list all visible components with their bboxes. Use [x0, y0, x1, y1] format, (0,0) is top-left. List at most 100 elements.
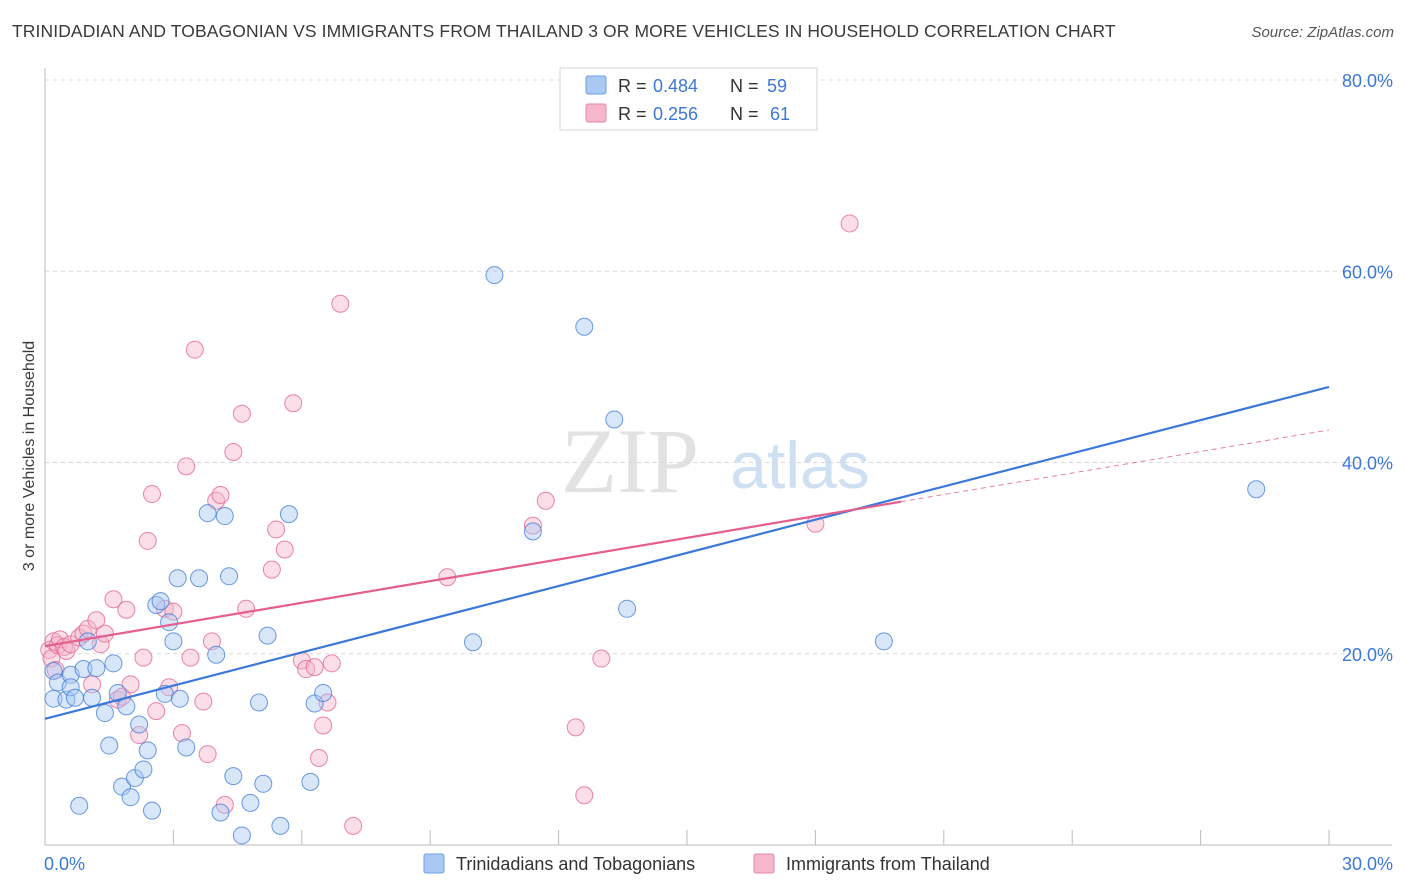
trend-line-blue [44, 385, 1330, 720]
data-point [104, 590, 123, 609]
data-point [237, 599, 256, 618]
data-point [605, 410, 624, 429]
data-point [275, 540, 294, 559]
stats-legend: R = 0.484 N = 59 R = 0.256 N = 61 [559, 67, 818, 131]
data-point [305, 658, 324, 677]
data-point [523, 516, 542, 535]
data-point [198, 504, 217, 523]
stats-legend-pink-n-label: N = [730, 104, 759, 124]
stats-legend-blue-r-label: R = [618, 76, 647, 96]
data-point [164, 632, 183, 651]
data-point [108, 683, 127, 702]
watermark: ZIP atlas [561, 410, 870, 512]
data-point [232, 404, 251, 423]
bottom-legend-blue-label: Trinidadians and Tobagonians [456, 854, 695, 874]
data-point [78, 632, 97, 651]
data-point [83, 688, 102, 707]
data-point [211, 486, 230, 505]
data-point [65, 688, 84, 707]
data-point [575, 317, 594, 336]
data-point [258, 626, 277, 645]
trend-extension-pink [900, 429, 1330, 503]
data-point [147, 702, 166, 721]
data-point [95, 624, 114, 643]
x-ticks [44, 830, 1330, 845]
data-point [121, 675, 140, 694]
x-tick-labels: 0.0% 30.0% [44, 854, 1393, 874]
data-point [70, 796, 89, 815]
stats-legend-pink-swatch [585, 103, 607, 123]
data-point [168, 569, 187, 588]
bottom-legend-pink-label: Immigrants from Thailand [786, 854, 990, 874]
data-point [185, 340, 204, 359]
chart-source: Source: ZipAtlas.com [1251, 24, 1394, 41]
data-point [566, 718, 585, 737]
data-point [61, 678, 80, 697]
data-point [44, 661, 63, 680]
data-point [138, 531, 157, 550]
y-axis-label: 3 or more Vehicles in Household [21, 341, 38, 571]
data-point [318, 693, 337, 712]
data-point [344, 816, 363, 835]
data-point [284, 394, 303, 413]
data-point [314, 716, 333, 735]
data-point [331, 294, 350, 313]
data-point [279, 505, 298, 524]
stats-legend-blue-r-value: 0.484 [653, 76, 698, 96]
data-point [121, 788, 140, 807]
data-point [151, 592, 170, 611]
data-point [104, 654, 123, 673]
data-point [143, 801, 161, 820]
series-trinidadians-and-tobagonians [44, 266, 1266, 845]
data-point [87, 659, 106, 678]
data-point [202, 632, 221, 651]
bottom-legend-pink-swatch [753, 853, 775, 874]
data-point [464, 633, 482, 652]
data-point [224, 442, 243, 461]
trend-line-pink [44, 500, 902, 648]
data-point [170, 689, 189, 708]
data-point [160, 613, 179, 632]
data-point [618, 599, 637, 618]
data-point [1247, 480, 1266, 499]
data-point [181, 648, 200, 667]
data-point [224, 767, 243, 786]
data-point [301, 772, 320, 791]
data-point [250, 693, 268, 712]
data-point [314, 683, 333, 702]
y-tick-label: 60.0% [1342, 262, 1393, 282]
data-point [215, 507, 234, 526]
data-point [87, 611, 106, 630]
data-point [322, 654, 341, 673]
data-point [536, 491, 555, 510]
data-point [134, 648, 153, 667]
data-point [874, 632, 893, 651]
grid [45, 79, 1392, 655]
data-point [164, 602, 183, 621]
data-point [207, 645, 226, 664]
stats-legend-blue-swatch [585, 75, 607, 95]
data-point [100, 736, 119, 755]
data-point [130, 715, 149, 734]
data-point [117, 600, 136, 619]
data-point [177, 457, 196, 476]
watermark-atlas: atlas [730, 428, 869, 502]
data-point [95, 704, 114, 723]
data-point [74, 660, 93, 679]
chart-title: TRINIDADIAN AND TOBAGONIAN VS IMMIGRANTS… [12, 21, 1116, 41]
data-point [143, 485, 161, 504]
y-tick-labels: 20.0% 40.0% 60.0% 80.0% [1342, 71, 1393, 665]
y-tick-label: 40.0% [1342, 454, 1393, 474]
data-point [177, 738, 196, 757]
data-point [211, 803, 230, 822]
data-point [271, 816, 290, 835]
data-point [172, 724, 191, 743]
x-tick-label: 0.0% [44, 854, 85, 874]
data-point [262, 560, 281, 579]
data-point [134, 760, 153, 779]
data-point [138, 741, 157, 760]
data-point [194, 692, 213, 711]
data-point [190, 569, 209, 588]
stats-legend-pink-r-label: R = [618, 104, 647, 124]
